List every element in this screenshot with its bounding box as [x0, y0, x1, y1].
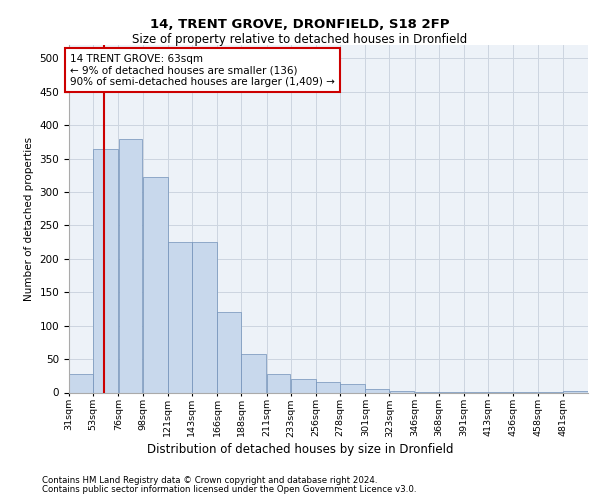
Bar: [340, 384, 365, 392]
Bar: [192, 242, 217, 392]
Text: Contains public sector information licensed under the Open Government Licence v3: Contains public sector information licen…: [42, 485, 416, 494]
Bar: [217, 312, 241, 392]
Bar: [365, 389, 389, 392]
Bar: [94, 148, 118, 392]
Bar: [267, 374, 290, 392]
Text: 14, TRENT GROVE, DRONFIELD, S18 2FP: 14, TRENT GROVE, DRONFIELD, S18 2FP: [150, 18, 450, 30]
Bar: [143, 178, 167, 392]
Bar: [563, 391, 588, 392]
Bar: [69, 374, 93, 392]
Y-axis label: Number of detached properties: Number of detached properties: [24, 136, 34, 301]
Text: Distribution of detached houses by size in Dronfield: Distribution of detached houses by size …: [147, 442, 453, 456]
Bar: [168, 242, 191, 392]
Text: Contains HM Land Registry data © Crown copyright and database right 2024.: Contains HM Land Registry data © Crown c…: [42, 476, 377, 485]
Text: 14 TRENT GROVE: 63sqm
← 9% of detached houses are smaller (136)
90% of semi-deta: 14 TRENT GROVE: 63sqm ← 9% of detached h…: [70, 54, 335, 87]
Bar: [241, 354, 266, 393]
Bar: [316, 382, 340, 392]
Bar: [389, 391, 415, 392]
Bar: [119, 138, 142, 392]
Bar: [291, 379, 316, 392]
Text: Size of property relative to detached houses in Dronfield: Size of property relative to detached ho…: [133, 32, 467, 46]
